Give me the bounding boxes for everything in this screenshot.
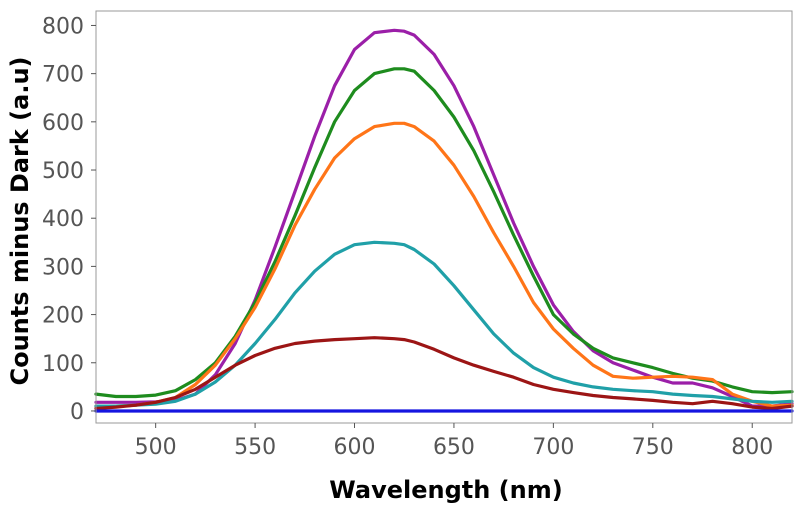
series-line-3 bbox=[94, 121, 794, 408]
y-tick-label: 200 bbox=[42, 304, 84, 329]
y-tick-label: 500 bbox=[42, 159, 84, 184]
x-tick-label: 750 bbox=[632, 435, 674, 460]
x-tick-label: 800 bbox=[731, 435, 773, 460]
series-layer bbox=[94, 28, 794, 413]
plot-frame bbox=[95, 10, 793, 424]
x-axis-ticks: 500 550 600 650 700 750 800 bbox=[135, 423, 773, 460]
y-tick-label: 400 bbox=[42, 207, 84, 232]
series-line-4 bbox=[94, 240, 794, 408]
y-tick-label: 100 bbox=[42, 352, 84, 377]
series-line-1 bbox=[94, 28, 794, 408]
x-tick-label: 650 bbox=[433, 435, 475, 460]
series-line-5 bbox=[94, 336, 794, 411]
x-tick-label: 700 bbox=[532, 435, 574, 460]
y-tick-label: 0 bbox=[70, 400, 84, 425]
y-tick-label: 700 bbox=[42, 63, 84, 88]
x-axis-title: Wavelength (nm) bbox=[329, 476, 562, 504]
y-axis-ticks: 0 100 200 300 400 500 600 700 800 bbox=[42, 14, 96, 425]
y-tick-label: 800 bbox=[42, 14, 84, 39]
x-tick-label: 550 bbox=[234, 435, 276, 460]
y-tick-label: 600 bbox=[42, 111, 84, 136]
series-line-2 bbox=[94, 67, 794, 399]
y-axis-title: Counts minus Dark (a.u) bbox=[6, 56, 34, 385]
y-tick-label: 300 bbox=[42, 255, 84, 280]
x-tick-label: 600 bbox=[334, 435, 376, 460]
x-tick-label: 500 bbox=[135, 435, 177, 460]
